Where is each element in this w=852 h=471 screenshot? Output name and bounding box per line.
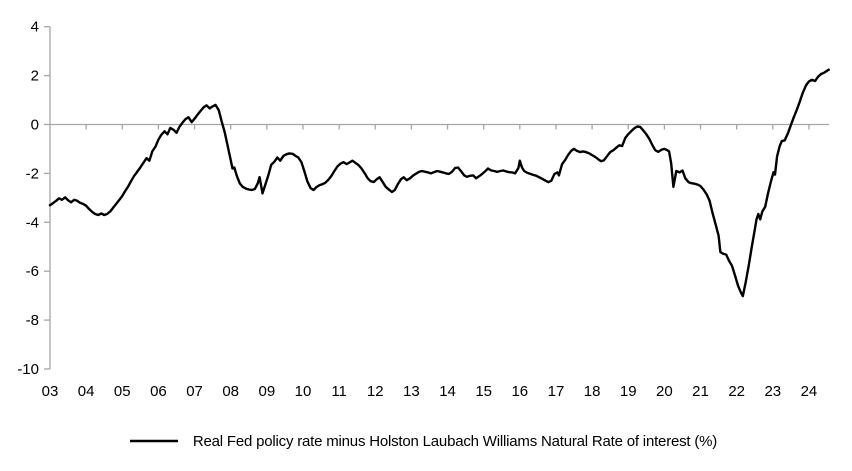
x-tick-label: 22 xyxy=(728,383,745,400)
y-tick-label: 2 xyxy=(31,68,39,85)
x-tick-label: 05 xyxy=(114,383,131,400)
x-tick-label: 12 xyxy=(367,383,384,400)
x-tick-label: 20 xyxy=(656,383,673,400)
y-tick-label: 4 xyxy=(31,19,39,36)
legend-label: Real Fed policy rate minus Holston Lauba… xyxy=(193,433,717,450)
x-tick-label: 14 xyxy=(439,383,456,400)
y-tick-label: -8 xyxy=(26,312,39,329)
y-tick-label: -2 xyxy=(26,165,39,182)
x-tick-label: 04 xyxy=(78,383,95,400)
y-tick-label: -4 xyxy=(26,214,39,231)
x-tick-label: 11 xyxy=(331,383,347,400)
x-tick-label: 13 xyxy=(403,383,420,400)
x-tick-label: 07 xyxy=(186,383,203,400)
x-tick-label: 24 xyxy=(801,383,818,400)
x-tick-label: 09 xyxy=(258,383,275,400)
series-line xyxy=(48,68,830,298)
x-tick-label: 10 xyxy=(295,383,312,400)
y-tick-label: 0 xyxy=(31,117,39,134)
x-tick-label: 17 xyxy=(548,383,565,400)
data-series xyxy=(48,68,830,298)
x-tick-label: 18 xyxy=(584,383,601,400)
legend: Real Fed policy rate minus Holston Lauba… xyxy=(130,433,718,450)
x-tick-label: 23 xyxy=(764,383,781,400)
x-tick-label: 16 xyxy=(511,383,528,400)
x-tick-label: 03 xyxy=(42,383,59,400)
x-tick-label: 06 xyxy=(150,383,167,400)
x-tick-label: 21 xyxy=(692,383,709,400)
x-tick-label: 08 xyxy=(222,383,239,400)
y-tick-label: -6 xyxy=(26,263,39,280)
x-tick-label: 15 xyxy=(475,383,492,400)
y-tick-label: -10 xyxy=(17,361,39,378)
x-tick-label: 19 xyxy=(620,383,637,400)
